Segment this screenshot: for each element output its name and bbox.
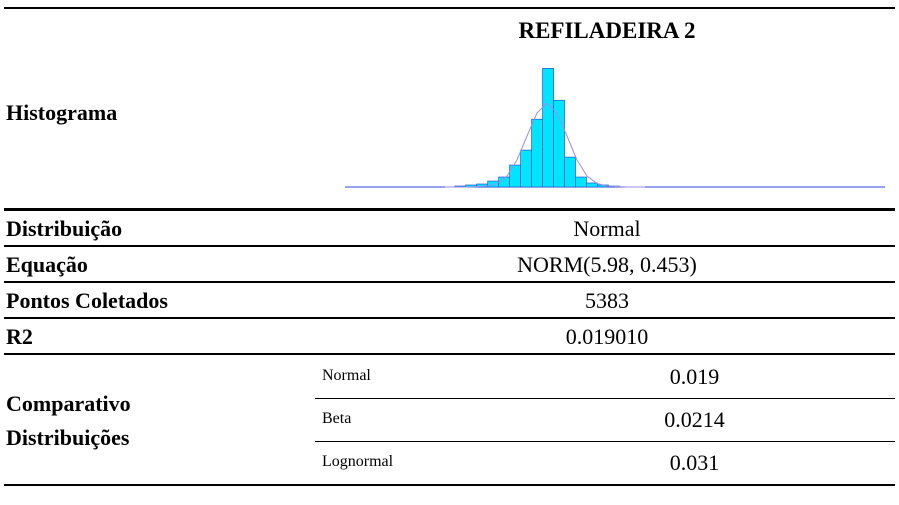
row-value: NORM(5.98, 0.453)	[517, 252, 697, 277]
row-value: 5383	[585, 288, 629, 313]
rule	[315, 441, 895, 442]
rule	[4, 281, 895, 283]
row-label: Distribuições	[6, 425, 130, 450]
bar	[586, 182, 598, 188]
sub-label: Beta	[322, 410, 352, 427]
histogram	[345, 68, 885, 188]
title: REFILADEIRA 2	[518, 18, 696, 43]
rule	[4, 7, 895, 9]
row-value: Normal	[573, 216, 641, 241]
rule	[4, 484, 895, 486]
row-label: Distribuição	[6, 216, 123, 241]
row-label: R2	[6, 324, 33, 349]
sub-value: 0.031	[669, 450, 720, 475]
sub-value: 0.0214	[664, 407, 725, 432]
bar	[531, 118, 543, 188]
rule	[315, 398, 895, 399]
row-label: Histograma	[6, 100, 118, 125]
rule	[4, 353, 895, 355]
row-label: Equação	[6, 252, 88, 277]
sub-value: 0.019	[669, 364, 720, 389]
row-label: Comparativo	[6, 391, 131, 416]
bar	[564, 156, 576, 188]
bar	[553, 99, 565, 188]
rule	[4, 245, 895, 247]
rule	[4, 317, 895, 319]
row-value: 0.019010	[565, 324, 649, 349]
bar	[520, 149, 532, 188]
bar	[542, 68, 554, 188]
sub-label: Normal	[322, 367, 371, 384]
bar	[575, 176, 587, 188]
row-label: Pontos Coletados	[6, 288, 168, 313]
fit-curve	[445, 102, 645, 188]
sub-label: Lognormal	[322, 453, 394, 470]
rule	[4, 208, 895, 211]
